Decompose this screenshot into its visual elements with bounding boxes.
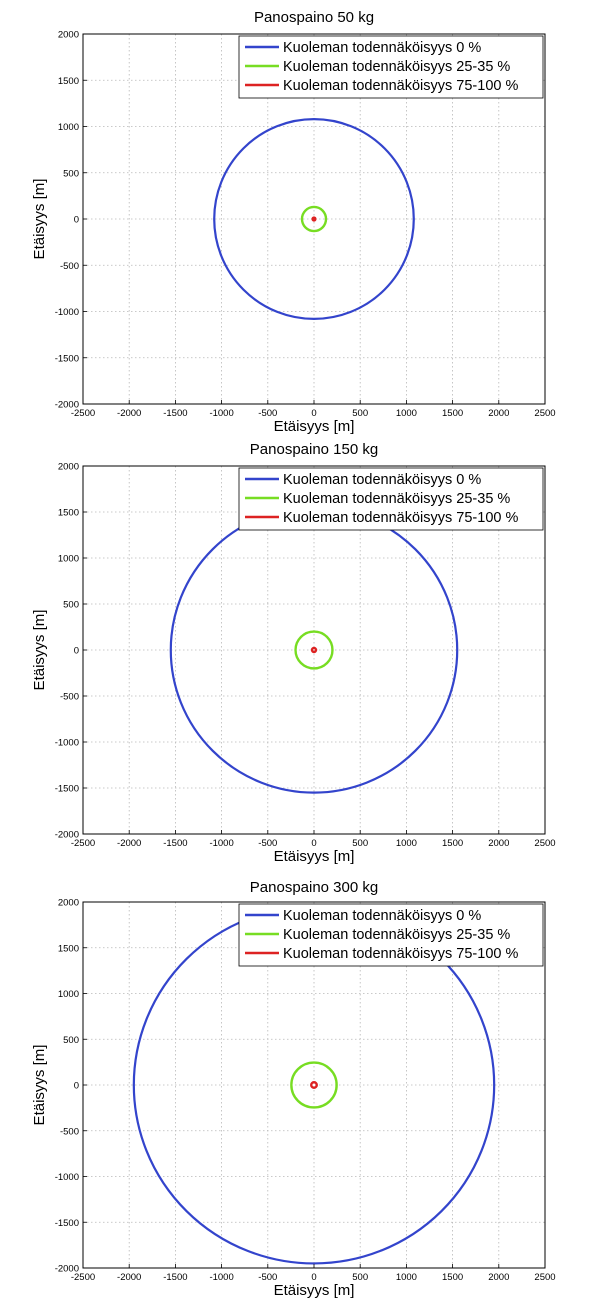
x-tick-label: 1500 bbox=[442, 838, 463, 849]
x-tick-label: 0 bbox=[311, 408, 316, 419]
x-axis-label: Etäisyys [m] bbox=[274, 418, 355, 434]
legend-entry-2: Kuoleman todennäköisyys 25-35 % bbox=[283, 927, 510, 943]
series-circle-2 bbox=[290, 1061, 338, 1109]
y-tick-label: 1000 bbox=[58, 122, 79, 133]
y-tick-label: 500 bbox=[63, 168, 79, 179]
x-tick-label: -1500 bbox=[163, 408, 187, 419]
legend-box bbox=[238, 467, 544, 531]
x-tick-label: 1000 bbox=[396, 838, 417, 849]
x-tick-label: -2000 bbox=[117, 1272, 141, 1283]
legend: Kuoleman todennäköisyys 0 % Kuoleman tode… bbox=[238, 35, 544, 99]
chart-panel-1: -2500 -2000 -1500 -1000 -500 0 500 1000 1500 2000… bbox=[0, 0, 604, 434]
y-tick-label: 0 bbox=[74, 1081, 79, 1092]
y-tick-label: -2000 bbox=[55, 400, 79, 411]
chart-2: -2500 -2000 -1500 -1000 -500 0 500 1000 1500 2000… bbox=[31, 441, 556, 865]
legend-entry-2: Kuoleman todennäköisyys 25-35 % bbox=[283, 491, 510, 507]
y-tick-label: -500 bbox=[60, 692, 79, 703]
legend-entry-1: Kuoleman todennäköisyys 0 % bbox=[283, 908, 481, 924]
series-circle-3 bbox=[310, 1081, 318, 1089]
x-tick-label: 2000 bbox=[488, 838, 509, 849]
x-tick-label: 0 bbox=[311, 838, 316, 849]
chart-panel-2: -2500 -2000 -1500 -1000 -500 0 500 1000 1500 2000… bbox=[0, 434, 604, 868]
x-tick-label: 2000 bbox=[488, 408, 509, 419]
x-tick-label: -2500 bbox=[71, 838, 95, 849]
x-tick-label: 500 bbox=[352, 838, 368, 849]
legend-box bbox=[238, 903, 544, 967]
y-axis-label: Etäisyys [m] bbox=[31, 610, 48, 691]
x-tick-label: 0 bbox=[311, 1272, 316, 1283]
legend-box bbox=[238, 35, 544, 99]
chart-1: -2500 -2000 -1500 -1000 -500 0 500 1000 1500 2000… bbox=[31, 9, 556, 434]
legend: Kuoleman todennäköisyys 0 % Kuoleman tode… bbox=[238, 903, 544, 967]
y-tick-label: 0 bbox=[74, 646, 79, 657]
chart-title: Panospaino 300 kg bbox=[250, 879, 378, 896]
x-tick-label: -2000 bbox=[117, 408, 141, 419]
y-axis-label: Etäisyys [m] bbox=[31, 179, 48, 260]
y-tick-label: -500 bbox=[60, 261, 79, 272]
legend-entry-1: Kuoleman todennäköisyys 0 % bbox=[283, 472, 481, 488]
series-circle-3 bbox=[310, 646, 318, 654]
y-tick-label: -2000 bbox=[55, 830, 79, 841]
x-axis-label: Etäisyys [m] bbox=[274, 1282, 355, 1299]
x-tick-label: -1500 bbox=[163, 1272, 187, 1283]
y-tick-label: 2000 bbox=[58, 898, 79, 909]
x-tick-label: -1500 bbox=[163, 838, 187, 849]
x-tick-label: 2500 bbox=[534, 838, 555, 849]
x-tick-label: 1000 bbox=[396, 1272, 417, 1283]
y-tick-label: 1000 bbox=[58, 989, 79, 1000]
y-tick-label: 2000 bbox=[58, 462, 79, 473]
series-circle-2 bbox=[294, 630, 334, 670]
x-tick-label: 2500 bbox=[534, 1272, 555, 1283]
legend-entry-3: Kuoleman todennäköisyys 75-100 % bbox=[283, 946, 518, 962]
y-tick-label: 1500 bbox=[58, 76, 79, 87]
x-tick-label: -1000 bbox=[209, 1272, 233, 1283]
y-tick-label: -1000 bbox=[55, 738, 79, 749]
x-tick-label: -1000 bbox=[209, 838, 233, 849]
y-tick-label: 2000 bbox=[58, 30, 79, 41]
y-tick-label: 500 bbox=[63, 1035, 79, 1046]
y-tick-label: -1000 bbox=[55, 1172, 79, 1183]
y-tick-label: -2000 bbox=[55, 1264, 79, 1275]
y-tick-label: -1500 bbox=[55, 353, 79, 364]
legend-entry-3: Kuoleman todennäköisyys 75-100 % bbox=[283, 78, 518, 94]
x-tick-label: 1500 bbox=[442, 408, 463, 419]
x-tick-label: -2500 bbox=[71, 408, 95, 419]
x-tick-label: 500 bbox=[352, 408, 368, 419]
y-tick-label: -1000 bbox=[55, 307, 79, 318]
legend-entry-2: Kuoleman todennäköisyys 25-35 % bbox=[283, 59, 510, 75]
x-tick-label: 1000 bbox=[396, 408, 417, 419]
y-tick-label: 0 bbox=[74, 215, 79, 226]
x-tick-label: -2000 bbox=[117, 838, 141, 849]
chart-3: -2500 -2000 -1500 -1000 -500 0 500 1000 1500 2000… bbox=[31, 879, 556, 1299]
x-tick-label: -500 bbox=[258, 838, 277, 849]
legend-entry-3: Kuoleman todennäköisyys 75-100 % bbox=[283, 510, 518, 526]
legend: Kuoleman todennäköisyys 0 % Kuoleman tode… bbox=[238, 467, 544, 531]
chart-title: Panospaino 50 kg bbox=[254, 9, 374, 26]
series-circle-3 bbox=[311, 216, 317, 222]
y-tick-label: 1000 bbox=[58, 554, 79, 565]
x-tick-label: -1000 bbox=[209, 408, 233, 419]
y-axis-label: Etäisyys [m] bbox=[31, 1045, 48, 1126]
chart-panel-3: -2500 -2000 -1500 -1000 -500 0 500 1000 1500 2000… bbox=[0, 868, 604, 1311]
y-tick-label: 500 bbox=[63, 600, 79, 611]
x-tick-label: -500 bbox=[258, 1272, 277, 1283]
series-circle-2 bbox=[300, 205, 328, 233]
y-tick-label: 1500 bbox=[58, 943, 79, 954]
legend-entry-1: Kuoleman todennäköisyys 0 % bbox=[283, 40, 481, 56]
chart-title: Panospaino 150 kg bbox=[250, 441, 378, 458]
series-circle-1 bbox=[213, 117, 415, 321]
y-tick-label: 1500 bbox=[58, 508, 79, 519]
x-axis-label: Etäisyys [m] bbox=[274, 848, 355, 865]
x-tick-label: 2500 bbox=[534, 408, 555, 419]
y-tick-label: -1500 bbox=[55, 784, 79, 795]
x-tick-label: 500 bbox=[352, 1272, 368, 1283]
x-tick-label: 2000 bbox=[488, 1272, 509, 1283]
x-tick-label: -500 bbox=[258, 408, 277, 419]
x-tick-label: 1500 bbox=[442, 1272, 463, 1283]
x-tick-label: -2500 bbox=[71, 1272, 95, 1283]
y-tick-label: -1500 bbox=[55, 1218, 79, 1229]
y-tick-label: -500 bbox=[60, 1126, 79, 1137]
